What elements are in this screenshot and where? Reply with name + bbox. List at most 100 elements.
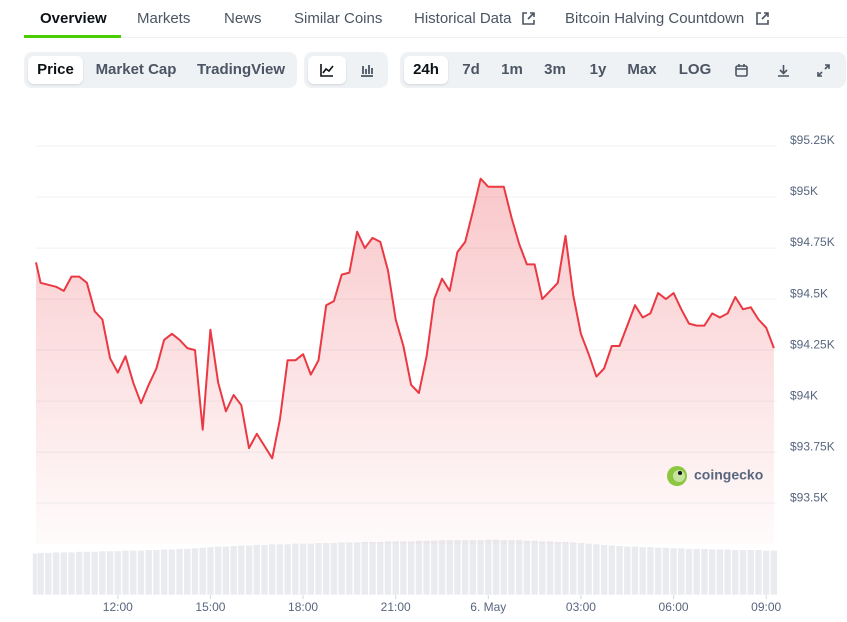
chart-type-group xyxy=(304,52,388,88)
range-button[interactable]: LOG xyxy=(678,61,712,78)
volume-bar xyxy=(245,544,253,596)
x-tick-label: 21:00 xyxy=(381,600,411,614)
volume-bar xyxy=(708,548,716,596)
volume-bar xyxy=(484,539,493,596)
range-button[interactable]: Max xyxy=(627,61,657,78)
volume-bar xyxy=(669,547,678,596)
volume-bar xyxy=(623,545,632,596)
range-group: 24h 7d 1m 3m 1y Max LOG xyxy=(400,52,846,88)
price-area xyxy=(36,178,774,544)
volume-bar xyxy=(353,541,361,596)
range-button[interactable]: 1m xyxy=(501,61,523,78)
volume-bar xyxy=(662,547,670,596)
volume-bar xyxy=(530,540,539,596)
y-tick-label: $95K xyxy=(790,184,818,198)
volume-bar xyxy=(337,541,346,596)
volume-bar xyxy=(361,541,369,596)
watermark: coingecko xyxy=(667,466,763,486)
download-icon[interactable] xyxy=(776,63,791,78)
volume-bar xyxy=(345,541,354,596)
volume-bar xyxy=(762,550,770,596)
range-button[interactable]: 3m xyxy=(544,61,566,78)
volume-bar xyxy=(90,551,99,596)
volume-bar xyxy=(492,539,500,596)
volume-bar xyxy=(83,551,91,596)
volume-bar xyxy=(384,540,392,596)
volume-bar xyxy=(152,549,161,596)
volume-bar xyxy=(67,551,76,596)
volume-bar xyxy=(469,539,477,596)
external-icon xyxy=(522,12,535,25)
volume-bar xyxy=(299,543,307,596)
tab[interactable]: Markets xyxy=(137,10,191,27)
tab[interactable]: News xyxy=(224,10,262,27)
view-button[interactable]: Market Cap xyxy=(95,61,177,78)
tab[interactable]: Bitcoin Halving Countdown xyxy=(565,10,745,27)
volume-bar xyxy=(638,546,647,596)
view-button[interactable]: Price xyxy=(28,56,83,84)
volume-bar xyxy=(222,545,230,596)
x-tick-label: 6. May xyxy=(470,600,506,614)
volume-bar xyxy=(237,544,246,596)
volume-bar xyxy=(160,548,168,596)
volume-bar xyxy=(461,539,469,596)
tab[interactable]: Overview xyxy=(40,10,107,27)
volume-bar xyxy=(322,542,331,596)
volume-bar xyxy=(183,548,192,596)
volume-bar xyxy=(685,548,693,596)
volume-bar xyxy=(700,548,709,596)
volume-bar xyxy=(314,542,323,596)
volume-bar xyxy=(198,547,207,596)
volume-bar xyxy=(206,546,215,596)
volume-bar xyxy=(646,546,655,596)
x-tick-label: 12:00 xyxy=(103,600,133,614)
volume-bar xyxy=(252,544,261,596)
volume-bar xyxy=(422,540,431,596)
line-chart-button[interactable] xyxy=(308,56,346,84)
volume-bar xyxy=(391,540,400,596)
volume-bar xyxy=(129,550,138,596)
volume-bar xyxy=(608,544,616,596)
volume-bar xyxy=(438,539,446,596)
volume-bar xyxy=(546,540,554,596)
volume-bar xyxy=(137,550,145,596)
volume-bar xyxy=(376,541,385,596)
candle-icon xyxy=(361,65,373,77)
calendar-icon[interactable] xyxy=(734,63,749,78)
volume-bar xyxy=(631,545,639,596)
volume-bar xyxy=(577,542,585,596)
x-tick-label: 06:00 xyxy=(659,600,689,614)
volume-bar xyxy=(144,549,153,596)
volume-bar xyxy=(32,552,40,596)
volume-bar xyxy=(368,541,377,596)
volume-bar xyxy=(407,540,415,596)
volume-bar xyxy=(569,541,578,596)
volume-bar xyxy=(191,547,199,596)
volume-bar xyxy=(523,540,531,596)
volume-bar xyxy=(59,551,68,596)
x-tick-label: 15:00 xyxy=(195,600,225,614)
range-button[interactable]: 7d xyxy=(462,61,480,78)
candle-chart-button[interactable] xyxy=(348,56,386,84)
range-button[interactable]: 1y xyxy=(589,61,607,78)
volume-bar xyxy=(692,548,701,596)
volume-bar xyxy=(499,539,508,596)
volume-bar xyxy=(584,543,593,596)
volume-bar xyxy=(98,550,107,596)
x-tick-label: 09:00 xyxy=(751,600,781,614)
volume-bar xyxy=(600,544,608,596)
fullscreen-icon[interactable] xyxy=(816,63,831,78)
tab[interactable]: Similar Coins xyxy=(294,10,383,27)
external-icon xyxy=(756,12,769,25)
volume-bar xyxy=(168,548,176,596)
y-tick-label: $94.25K xyxy=(790,337,835,351)
view-button[interactable]: TradingView xyxy=(196,61,286,78)
price-line xyxy=(35,177,775,460)
tab[interactable]: Historical Data xyxy=(414,10,512,27)
volume-bar xyxy=(44,552,53,596)
range-button[interactable]: 24h xyxy=(404,56,448,84)
volume-bar xyxy=(268,543,276,596)
volume-bar xyxy=(770,550,778,596)
